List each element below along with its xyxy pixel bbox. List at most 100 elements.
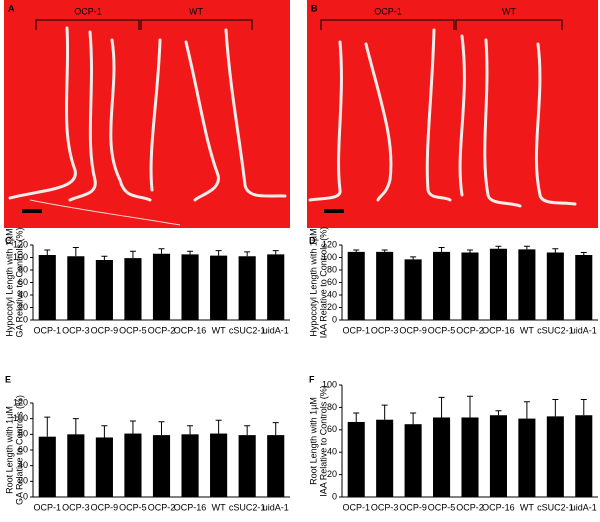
bar (238, 435, 256, 497)
x-tick-label: OCP-16 (482, 502, 515, 512)
y-tick-label: 20 (18, 302, 28, 312)
panel-label: D (309, 235, 316, 245)
x-tick-label: cSUC2-1 (229, 325, 266, 335)
bar (404, 259, 422, 320)
x-tick-label: OCP-3 (62, 325, 90, 335)
x-tick-label: OCP-2 (456, 325, 484, 335)
bar (489, 415, 507, 497)
x-tick-label: OCP-5 (119, 325, 147, 335)
error-bar (158, 421, 165, 436)
group-label: WT (502, 6, 516, 16)
error-bar (523, 245, 530, 250)
x-tick-label: OCP-5 (428, 325, 456, 335)
bar (267, 254, 285, 320)
y-tick-label: 0 (332, 314, 337, 324)
y-tick-label: 40 (18, 460, 28, 470)
panel-label: E (5, 374, 11, 384)
x-tick-label: OCP-2 (456, 502, 484, 512)
y-tick-label: 60 (18, 444, 28, 454)
group-label: OCP-1 (374, 6, 402, 16)
error-bar (410, 256, 417, 260)
error-bar (580, 399, 587, 416)
error-bar (495, 245, 502, 249)
bar (546, 416, 564, 497)
x-tick-label: OCP-3 (371, 502, 399, 512)
error-bar (215, 250, 222, 256)
panel-label: A (8, 3, 15, 13)
seedling (483, 38, 522, 208)
error-bar (438, 396, 445, 418)
error-bar (244, 251, 251, 257)
x-tick-label: OCP-5 (119, 502, 147, 512)
error-bar (244, 425, 251, 436)
bar (461, 417, 479, 497)
error-bar (129, 250, 136, 259)
error-bar (129, 420, 136, 434)
bar (433, 251, 451, 320)
bar (38, 255, 56, 320)
x-tick-label: OCP-16 (482, 325, 515, 335)
x-tick-label: OCP-1 (34, 325, 62, 335)
x-tick-label: OCP-3 (371, 325, 399, 335)
x-tick-label: OCP-2 (148, 325, 176, 335)
root (29, 199, 181, 226)
error-bar (158, 248, 165, 254)
x-tick-label: OCP-9 (91, 502, 119, 512)
bar (518, 249, 536, 320)
x-tick-label: OCP-1 (34, 502, 62, 512)
seedling (458, 34, 466, 197)
x-tick-label: OCP-9 (399, 325, 427, 335)
y-tick-label: 100 (322, 252, 337, 262)
panel-label: B (311, 3, 318, 13)
y-tick-label: 100 (13, 413, 28, 423)
seedling (109, 38, 152, 202)
x-tick-label: OCP-16 (174, 325, 207, 335)
group-label: OCP-1 (74, 6, 102, 16)
bar (124, 433, 142, 497)
seedling (534, 42, 577, 206)
error-bar (187, 425, 194, 435)
photo-background (307, 0, 598, 228)
x-tick-label: cSUC2-1 (537, 325, 574, 335)
error-bar (187, 250, 194, 255)
x-tick-label: WT (212, 325, 226, 335)
y-tick-label: 0 (23, 314, 28, 324)
x-tick-label: OCP-16 (174, 502, 207, 512)
y-tick-label: 40 (327, 447, 337, 457)
x-tick-label: OCP-2 (148, 502, 176, 512)
bar (152, 435, 171, 497)
error-bar (72, 247, 79, 257)
x-tick-label: WT (212, 502, 226, 512)
x-tick-label: uidA-1 (571, 502, 597, 512)
error-bar (44, 416, 51, 437)
y-axis-label: Hypocotyl Length with 1µM (4, 228, 14, 336)
y-axis-label: IAA Relative to Controls (%) (318, 385, 328, 497)
bar (546, 252, 564, 320)
x-tick-label: OCP-9 (399, 502, 427, 512)
y-axis-label: GA Relative to Controls (%) (14, 227, 24, 337)
x-tick-label: cSUC2-1 (537, 502, 574, 512)
bar (433, 417, 451, 497)
bar (575, 415, 593, 497)
error-bar (353, 249, 360, 252)
bar (152, 253, 171, 320)
bar (404, 424, 422, 497)
error-bar (438, 247, 445, 252)
x-tick-label: uidA-1 (571, 325, 597, 335)
y-tick-label: 20 (327, 302, 337, 312)
error-bar (353, 412, 360, 422)
error-bar (272, 422, 279, 436)
y-tick-label: 60 (327, 424, 337, 434)
bar (461, 252, 479, 320)
bar (38, 436, 56, 497)
seedling (308, 40, 343, 202)
error-bar (72, 418, 79, 435)
y-axis-label: IAA Relative to Controls (%) (318, 227, 328, 339)
panel-label: C (5, 235, 12, 245)
y-axis-label: Hypocotyl Length with 1µM (308, 228, 318, 336)
error-bar (580, 252, 587, 255)
photo-a (4, 0, 290, 228)
error-bar (410, 412, 417, 425)
